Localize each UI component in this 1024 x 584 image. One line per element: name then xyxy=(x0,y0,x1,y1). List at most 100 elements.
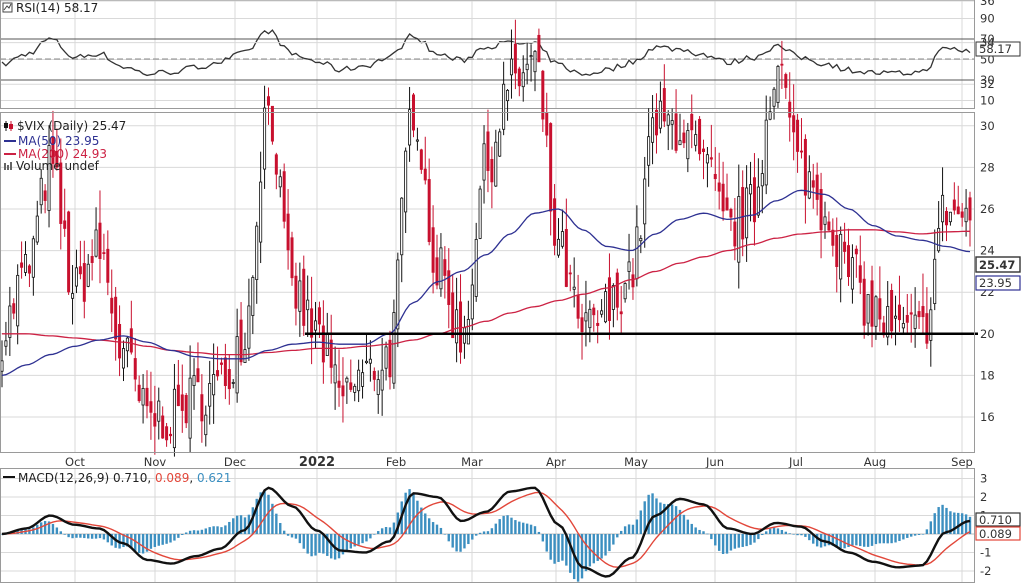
x-tick-label: May xyxy=(624,455,648,469)
candlesticks xyxy=(0,19,972,457)
histogram-bar xyxy=(772,527,776,534)
histogram-bar xyxy=(616,534,619,538)
price-tick-label: 16 xyxy=(980,410,995,424)
rsi-legend: RSI(14) 58.17 xyxy=(2,1,98,15)
candle xyxy=(462,315,466,359)
histogram-bar xyxy=(780,529,784,534)
histogram-bar xyxy=(134,534,137,551)
histogram-bar xyxy=(341,534,345,555)
histogram-bar xyxy=(384,527,388,534)
candle xyxy=(427,158,431,246)
candle xyxy=(372,367,376,392)
histogram-bar xyxy=(439,527,443,534)
candle xyxy=(243,332,247,363)
histogram-bar xyxy=(866,534,870,547)
candle xyxy=(118,305,122,377)
histogram-bar xyxy=(788,533,791,534)
histogram-bar xyxy=(569,534,572,573)
candle xyxy=(533,49,537,92)
x-tick-label: Aug xyxy=(864,455,886,469)
ma50-line xyxy=(1,189,971,377)
candle xyxy=(600,299,604,318)
candle xyxy=(172,363,176,457)
histogram-bar xyxy=(714,534,717,546)
histogram-bar xyxy=(800,534,803,536)
histogram-bar xyxy=(294,534,298,539)
histogram-bar xyxy=(796,534,799,536)
macd-line xyxy=(1,486,971,578)
candle xyxy=(455,277,459,363)
candle xyxy=(862,261,866,339)
x-tick-label: Nov xyxy=(144,455,167,469)
histogram-bar xyxy=(239,515,243,534)
histogram-bar xyxy=(855,534,858,546)
price-tick-label: 36 xyxy=(980,0,995,8)
rsi-tick-label: 30 xyxy=(980,73,995,87)
candle xyxy=(823,201,827,239)
histogram-bar xyxy=(63,534,66,535)
candle xyxy=(447,248,451,329)
candle xyxy=(364,333,368,365)
candle xyxy=(690,94,694,149)
candle xyxy=(55,128,59,171)
histogram-bar xyxy=(122,534,125,548)
histogram-bar xyxy=(757,534,760,540)
candle xyxy=(768,96,772,121)
histogram-bar xyxy=(196,530,200,534)
histogram-bar xyxy=(725,534,729,554)
candle xyxy=(709,124,713,167)
rsi-current-value: 58.17 xyxy=(979,42,1012,56)
candle xyxy=(353,383,357,402)
histogram-bar xyxy=(612,534,615,545)
candle xyxy=(549,122,553,236)
candle xyxy=(227,354,231,405)
histogram-bar xyxy=(318,534,321,553)
candle xyxy=(415,127,419,151)
histogram-bar xyxy=(608,534,611,552)
candle xyxy=(78,240,82,280)
candle xyxy=(780,40,784,89)
histogram-bar xyxy=(126,534,129,547)
histogram-bar xyxy=(224,525,227,534)
macd-grid xyxy=(1,469,974,582)
histogram-bar xyxy=(337,534,341,559)
histogram-bar xyxy=(776,528,780,534)
histogram-bar xyxy=(847,534,850,548)
candle xyxy=(274,152,278,190)
candle xyxy=(231,379,235,389)
histogram-bar xyxy=(710,534,713,540)
histogram-bar xyxy=(886,534,889,544)
candle xyxy=(592,303,596,332)
candle xyxy=(423,136,427,185)
histogram-bar xyxy=(913,534,917,536)
histogram-bar xyxy=(682,514,686,534)
candle xyxy=(290,231,294,286)
histogram-bar xyxy=(443,534,447,535)
candle xyxy=(357,359,361,403)
candle xyxy=(266,87,270,125)
histogram-bar xyxy=(275,513,278,534)
macd-panel: MACD(12,26,9) 0.710, 0.089, 0.621 321-1-… xyxy=(0,468,1021,583)
candle xyxy=(376,370,380,414)
candle xyxy=(43,184,47,214)
candle xyxy=(909,293,913,343)
candle xyxy=(694,120,698,152)
histogram-bar xyxy=(478,532,482,534)
histogram-bar xyxy=(228,521,231,534)
candle xyxy=(106,230,110,296)
candle xyxy=(39,169,43,214)
histogram-bar xyxy=(59,531,62,534)
histogram-bar xyxy=(361,534,364,544)
price-tick-label: 24 xyxy=(980,244,995,258)
ma50-legend-text: MA(50) 23.95 xyxy=(18,134,99,148)
candle xyxy=(235,308,239,403)
price-tick-label: 26 xyxy=(980,202,995,216)
candle xyxy=(439,233,443,297)
histogram-bar xyxy=(208,527,211,534)
histogram-bar xyxy=(498,519,501,534)
candle xyxy=(31,235,35,296)
histogram-bar xyxy=(467,534,470,545)
histogram-bar xyxy=(651,493,654,534)
macd-legend-prefix: MACD(12,26,9) xyxy=(18,471,109,485)
